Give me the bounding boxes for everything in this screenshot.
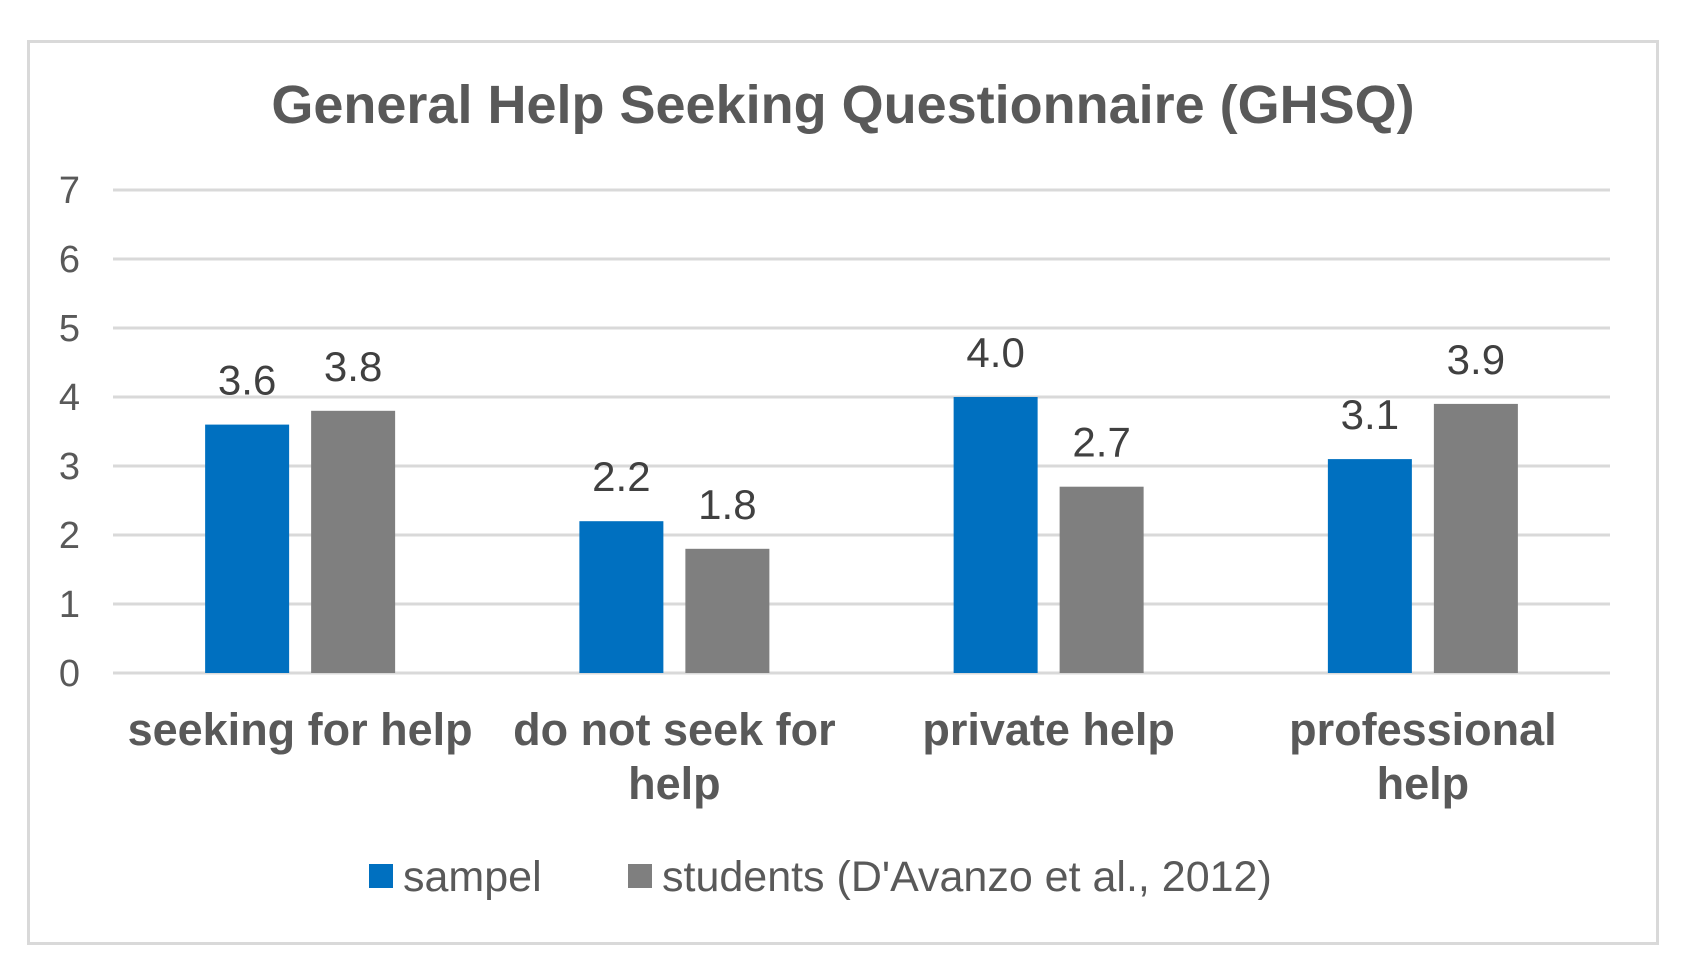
data-label: 3.8 [324,343,382,390]
x-tick-label: help [1377,758,1470,809]
x-tick-label: private help [922,704,1175,755]
data-labels: 3.6 3.8 2.2 1.8 4.0 2.7 3.1 3.9 [218,329,1505,528]
bar-students-2 [1059,486,1144,673]
y-tick-label: 0 [59,653,80,695]
data-label: 2.2 [592,453,650,500]
bar-students-0 [311,410,396,673]
x-tick-label: seeking for help [128,704,473,755]
x-tick-label: professional [1289,704,1557,755]
bar-sampel-0 [205,424,290,673]
data-label: 3.1 [1341,391,1399,438]
y-tick-label: 6 [59,239,80,281]
y-tick-label: 4 [59,377,80,419]
y-tick-label: 2 [59,515,80,557]
data-label: 4.0 [966,329,1024,376]
bar-sampel-2 [953,397,1038,673]
data-label: 3.9 [1447,336,1505,383]
legend-swatch-sampel [369,864,393,888]
x-tick-label: help [628,758,721,809]
data-label: 1.8 [698,481,756,528]
bar-students-3 [1433,403,1518,673]
bar-sampel-1 [579,521,664,673]
y-tick-label: 1 [59,584,80,626]
y-tick-label: 3 [59,446,80,488]
legend: sampel students (D'Avanzo et al., 2012) [369,853,1272,901]
legend-swatch-students [628,864,652,888]
chart-title: General Help Seeking Questionnaire (GHSQ… [271,75,1414,135]
legend-label: students (D'Avanzo et al., 2012) [662,853,1272,901]
y-tick-label: 5 [59,308,80,350]
data-label: 3.6 [218,357,276,404]
data-label: 2.7 [1072,419,1130,466]
bar-sampel-3 [1327,459,1412,673]
y-axis-ticks: 0 1 2 3 4 5 6 7 [59,170,80,695]
legend-label: sampel [403,853,542,901]
bars [205,397,1518,673]
bar-students-1 [685,548,770,673]
y-tick-label: 7 [59,170,80,212]
x-axis-ticks: seeking for help do not seek forhelppriva… [128,704,1557,809]
x-tick-label: do not seek for [513,704,836,755]
